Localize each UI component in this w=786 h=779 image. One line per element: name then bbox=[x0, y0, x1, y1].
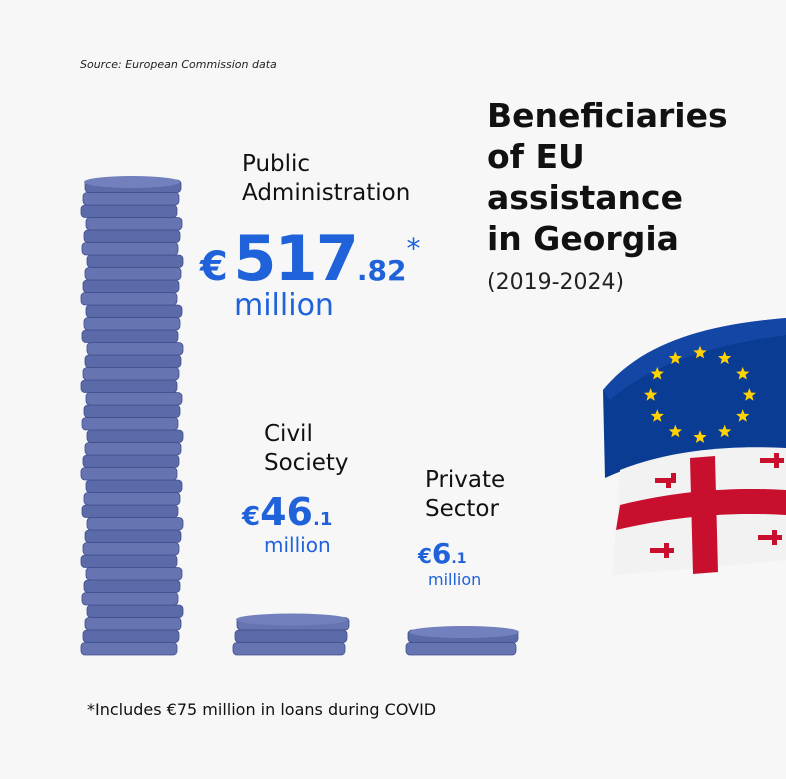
star-icon bbox=[668, 351, 682, 364]
star-icon bbox=[742, 388, 756, 401]
currency-symbol: € bbox=[418, 544, 432, 568]
footnote: *Includes €75 million in loans during CO… bbox=[87, 700, 437, 719]
coin bbox=[81, 417, 179, 431]
category-label-line: Society bbox=[264, 450, 349, 476]
coin bbox=[83, 404, 181, 418]
coin bbox=[86, 429, 184, 443]
coin-top bbox=[236, 613, 348, 626]
star-icon bbox=[668, 424, 682, 438]
currency-symbol: € bbox=[242, 502, 261, 532]
coin bbox=[80, 467, 178, 481]
value-integer: 46 bbox=[260, 490, 313, 534]
star-icon bbox=[693, 345, 707, 359]
unit-label-civil-society: million bbox=[264, 533, 331, 557]
category-label-private-sector: Private Sector bbox=[425, 466, 505, 524]
coin bbox=[82, 192, 180, 206]
coin bbox=[234, 629, 348, 643]
currency-symbol: € bbox=[200, 244, 228, 290]
coin bbox=[405, 642, 517, 656]
value-integer: 517 bbox=[233, 222, 358, 295]
coin bbox=[83, 229, 181, 243]
value-label-civil-society: €46.1 bbox=[242, 490, 332, 534]
coin bbox=[80, 292, 178, 306]
coin bbox=[83, 492, 181, 506]
coin bbox=[82, 629, 180, 643]
title-line: Beneficiaries bbox=[487, 96, 728, 135]
star-icon bbox=[718, 351, 732, 364]
title-line: assistance bbox=[487, 178, 683, 217]
star-icon bbox=[693, 430, 707, 443]
star-icon bbox=[718, 424, 732, 438]
value-decimal: .1 bbox=[451, 551, 467, 567]
category-label-line: Civil bbox=[264, 421, 313, 447]
coin bbox=[81, 504, 179, 518]
star-icon bbox=[644, 388, 658, 401]
coin bbox=[81, 329, 179, 343]
page-title: Beneficiaries of EU assistance in Georgi… bbox=[487, 95, 728, 259]
coin bbox=[80, 642, 178, 656]
coin bbox=[86, 604, 184, 618]
coin bbox=[84, 529, 182, 543]
coin bbox=[84, 354, 182, 368]
coin bbox=[82, 367, 180, 381]
coin bbox=[80, 554, 178, 568]
year-range: (2019-2024) bbox=[487, 270, 625, 295]
value-integer: 6 bbox=[431, 537, 452, 570]
coin bbox=[82, 454, 180, 468]
coin-top bbox=[409, 626, 519, 638]
coin bbox=[232, 642, 346, 656]
unit-label-private-sector: million bbox=[428, 570, 482, 589]
coin-top bbox=[84, 176, 180, 188]
coin bbox=[86, 342, 184, 356]
coin bbox=[84, 267, 182, 281]
coin-stack-public-administration bbox=[80, 176, 184, 656]
coin-stack-private-sector bbox=[405, 626, 519, 656]
category-label-civil-society: Civil Society bbox=[264, 420, 349, 478]
coin bbox=[84, 442, 182, 456]
coin bbox=[82, 279, 180, 293]
coin bbox=[80, 204, 178, 218]
coin bbox=[81, 242, 179, 256]
category-label-line: Private bbox=[425, 467, 506, 493]
georgia-flag-icon bbox=[612, 447, 786, 575]
category-label-line: Sector bbox=[425, 496, 499, 522]
title-line: in Georgia bbox=[487, 219, 679, 258]
footnote-marker: * bbox=[406, 232, 421, 265]
star-icon bbox=[736, 366, 750, 380]
coin bbox=[83, 579, 181, 593]
star-icon bbox=[650, 366, 664, 380]
value-decimal: .82 bbox=[356, 254, 407, 287]
coin bbox=[83, 317, 181, 331]
coin bbox=[85, 304, 183, 318]
flags-illustration bbox=[603, 318, 786, 575]
coin bbox=[82, 542, 180, 556]
value-decimal: .1 bbox=[312, 509, 333, 530]
category-label-line: Public bbox=[242, 151, 311, 177]
coin bbox=[85, 217, 183, 231]
coin-stack-civil-society bbox=[232, 613, 350, 656]
value-label-public-administration: € 517.82* bbox=[200, 222, 420, 295]
coin bbox=[80, 379, 178, 393]
source-note: Source: European Commission data bbox=[80, 58, 277, 71]
coin bbox=[85, 392, 183, 406]
coin bbox=[86, 517, 184, 531]
coin bbox=[81, 592, 179, 606]
coin bbox=[86, 254, 184, 268]
coin bbox=[85, 479, 183, 493]
unit-label-public-administration: million bbox=[234, 288, 334, 323]
coin bbox=[84, 617, 182, 631]
title-line: of EU bbox=[487, 137, 585, 176]
star-icon bbox=[736, 409, 750, 422]
eu-flag-icon bbox=[603, 318, 786, 478]
star-icon bbox=[650, 409, 664, 422]
category-label-public-administration: Public Administration bbox=[242, 150, 410, 208]
value-label-private-sector: €6.1 bbox=[418, 537, 466, 570]
coin bbox=[85, 567, 183, 581]
category-label-line: Administration bbox=[242, 180, 411, 206]
